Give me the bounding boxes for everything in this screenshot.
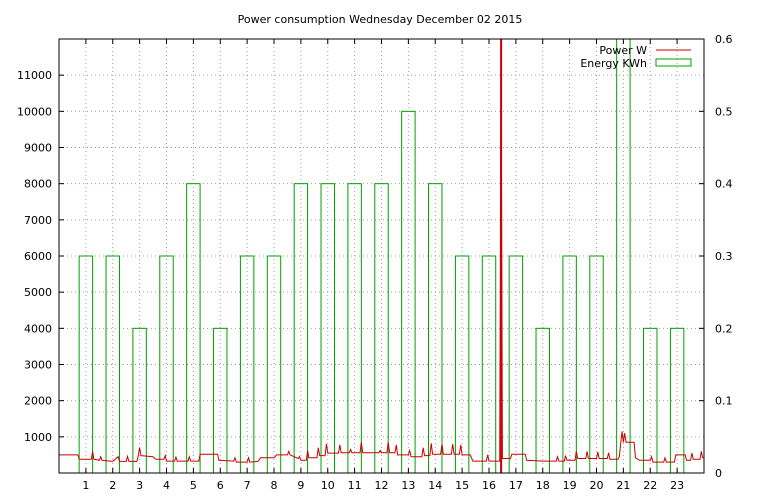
axes: 1 2 3 4 5 6 7 8 9 10 11 12 13 14 15 16 17 18 19 20 21 22 23100…	[17, 33, 733, 492]
power-line	[59, 38, 704, 463]
x-tick-label: 12	[375, 479, 389, 492]
chart-title: Power consumption Wednesday December 02 …	[238, 13, 523, 26]
y-tick-label: 9000	[24, 142, 52, 155]
legend: Power W Energy KWh	[580, 44, 692, 70]
y2-tick-label: 0.5	[715, 105, 733, 118]
x-tick-label: 18	[536, 479, 550, 492]
x-tick-label: 16	[482, 479, 496, 492]
x-tick-label: 13	[401, 479, 415, 492]
y-tick-label: 5000	[24, 286, 52, 299]
y2-tick-label: 0.2	[715, 322, 733, 335]
x-tick-label: 17	[509, 479, 523, 492]
x-tick-label: 5	[190, 479, 197, 492]
y-tick-label: 7000	[24, 214, 52, 227]
x-tick-label: 7	[244, 479, 251, 492]
y2-tick-label: 0.6	[715, 33, 733, 46]
x-tick-label: 9	[297, 479, 304, 492]
x-tick-label: 20	[590, 479, 604, 492]
y2-tick-label: 0.1	[715, 395, 733, 408]
y-tick-label: 11000	[17, 69, 52, 82]
x-tick-label: 23	[670, 479, 684, 492]
x-tick-label: 22	[643, 479, 657, 492]
y2-tick-label: 0.3	[715, 250, 733, 263]
energy-bar	[481, 255, 497, 474]
y-tick-label: 10000	[17, 105, 52, 118]
y-tick-label: 3000	[24, 359, 52, 372]
legend-label-power: Power W	[599, 44, 647, 57]
energy-bar	[562, 255, 577, 474]
x-tick-label: 10	[321, 479, 335, 492]
y2-tick-label: 0	[715, 467, 722, 480]
y-tick-label: 1000	[24, 431, 52, 444]
x-tick-label: 14	[428, 479, 442, 492]
grid-lines	[59, 39, 704, 473]
x-tick-label: 11	[348, 479, 362, 492]
power-line-group	[59, 38, 704, 473]
energy-bar	[454, 255, 470, 474]
energy-bar	[78, 255, 94, 474]
x-tick-label: 19	[563, 479, 577, 492]
x-tick-label: 21	[616, 479, 630, 492]
x-tick-label: 3	[136, 479, 143, 492]
x-tick-label: 6	[217, 479, 224, 492]
legend-swatch-energy	[655, 58, 692, 67]
energy-bar	[266, 255, 282, 474]
legend-label-energy: Energy KWh	[580, 57, 647, 70]
y-tick-label: 4000	[24, 322, 52, 335]
y-tick-label: 2000	[24, 395, 52, 408]
x-tick-label: 1	[82, 479, 89, 492]
x-tick-label: 2	[109, 479, 116, 492]
x-tick-label: 15	[455, 479, 469, 492]
x-tick-label: 4	[163, 479, 170, 492]
y-tick-label: 6000	[24, 250, 52, 263]
energy-bar	[105, 255, 120, 474]
x-tick-label: 8	[271, 479, 278, 492]
y-tick-label: 8000	[24, 178, 52, 191]
y2-tick-label: 0.4	[715, 178, 733, 191]
